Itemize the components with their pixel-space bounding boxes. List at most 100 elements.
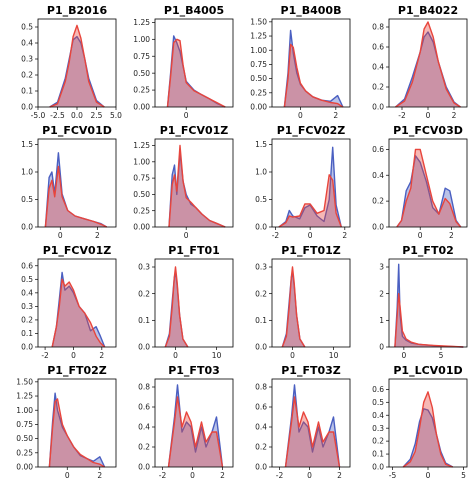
y-tick-label: 0.6 bbox=[372, 43, 384, 52]
density-area-0 bbox=[49, 36, 105, 107]
density-area-0 bbox=[284, 30, 343, 107]
y-tick-label: 0.6 bbox=[372, 145, 384, 154]
axes-frame bbox=[271, 138, 351, 228]
y-tick-label: 0.25 bbox=[250, 88, 267, 97]
y-tick-label: 1.0 bbox=[255, 168, 267, 177]
kde-panel: P1_B4022 -2 0 2 0.0 0.2 0.4 0.6 0.8 bbox=[372, 4, 468, 120]
y-tick-label: 1.00 bbox=[133, 157, 150, 166]
density-line-1 bbox=[49, 24, 105, 108]
kde-panel: P1_LCV01D -5 0 5 0.0 0.1 0.2 0.3 0.4 0.5 0.6 bbox=[372, 364, 468, 480]
y-tick-label: 0.5 bbox=[372, 398, 384, 407]
panel-title: P1_FCV01Z bbox=[160, 124, 229, 137]
axes-frame bbox=[271, 258, 351, 348]
panel-title: P1_B4005 bbox=[164, 4, 224, 17]
x-tick-label: 2.5 bbox=[91, 111, 103, 120]
y-tick-label: 0.2 bbox=[255, 443, 267, 452]
y-tick-label: 0.1 bbox=[372, 450, 384, 459]
panel-title: P1_FCV01D bbox=[42, 124, 112, 137]
y-tick-label: 0.4 bbox=[372, 63, 384, 72]
y-tick-label: 0.00 bbox=[133, 103, 150, 112]
y-tick-label: 1.0 bbox=[21, 168, 33, 177]
density-area-0 bbox=[278, 147, 342, 227]
density-line-0 bbox=[395, 31, 461, 108]
x-tick-label: 0 bbox=[58, 231, 63, 240]
x-tick-label: 5 bbox=[439, 351, 444, 360]
y-tick-label: 0.75 bbox=[133, 174, 150, 183]
density-area-1 bbox=[45, 166, 107, 227]
y-tick-label: 1.25 bbox=[250, 32, 267, 41]
density-line-0 bbox=[49, 35, 105, 108]
y-tick-label: 0.0 bbox=[255, 463, 267, 472]
y-tick-label: 1.25 bbox=[133, 18, 150, 27]
density-area-1 bbox=[52, 279, 105, 347]
y-tick-label: 0.4 bbox=[138, 423, 150, 432]
y-tick-label: 1.5 bbox=[255, 140, 267, 149]
kde-panel: P1_FT02Z 0 2 0.00 0.25 0.50 0.75 1.00 1.25 1.50 bbox=[16, 364, 117, 480]
density-line-0 bbox=[396, 155, 462, 228]
density-area-0 bbox=[285, 385, 340, 467]
x-tick-label: -5.0 bbox=[31, 111, 46, 120]
density-area-1 bbox=[285, 397, 340, 467]
x-tick-label: 2 bbox=[333, 111, 338, 120]
density-area-0 bbox=[282, 272, 305, 347]
y-tick-label: 0.5 bbox=[255, 195, 267, 204]
y-tick-label: 0.8 bbox=[255, 383, 267, 392]
y-tick-label: 0.00 bbox=[16, 463, 33, 472]
y-tick-label: 0.3 bbox=[21, 302, 33, 311]
y-tick-label: 0.0 bbox=[138, 343, 150, 352]
density-area-0 bbox=[165, 272, 188, 347]
axes-frame bbox=[37, 258, 117, 348]
y-tick-label: 0.2 bbox=[138, 289, 150, 298]
y-tick-label: 0.50 bbox=[133, 190, 150, 199]
axes-frame bbox=[154, 378, 234, 468]
panel-title: P1_FCV03D bbox=[393, 124, 463, 137]
density-area-1 bbox=[403, 391, 453, 467]
y-tick-label: 0.0 bbox=[255, 223, 267, 232]
axes-frame bbox=[271, 378, 351, 468]
x-tick-label: 2 bbox=[95, 231, 100, 240]
panel-title: P1_B400B bbox=[281, 4, 342, 17]
panel-title: P1_FT01 bbox=[168, 244, 220, 257]
density-area-1 bbox=[278, 174, 342, 227]
x-tick-label: 0 bbox=[173, 351, 178, 360]
y-tick-label: 0.0 bbox=[138, 463, 150, 472]
y-tick-label: 0.0 bbox=[21, 103, 33, 112]
density-line-0 bbox=[402, 408, 454, 468]
y-tick-label: 0.2 bbox=[21, 316, 33, 325]
y-tick-label: 1.00 bbox=[250, 46, 267, 55]
y-tick-label: 0.5 bbox=[21, 195, 33, 204]
x-tick-label: 0 bbox=[184, 231, 189, 240]
x-tick-label: 0.0 bbox=[71, 111, 83, 120]
axes-frame bbox=[271, 18, 351, 108]
density-line-1 bbox=[395, 21, 461, 108]
y-tick-label: 1.25 bbox=[16, 392, 33, 401]
x-tick-label: -2 bbox=[272, 231, 280, 240]
x-tick-label: 2 bbox=[449, 231, 454, 240]
y-tick-label: 0.1 bbox=[21, 87, 33, 96]
y-tick-label: 0.3 bbox=[255, 263, 267, 272]
density-area-1 bbox=[167, 39, 226, 107]
y-tick-label: 0 bbox=[379, 343, 384, 352]
axes-frame bbox=[154, 258, 234, 348]
y-tick-label: 0.00 bbox=[133, 223, 150, 232]
density-area-1 bbox=[284, 44, 343, 107]
density-area-1 bbox=[49, 398, 105, 467]
x-tick-label: 2 bbox=[97, 471, 102, 478]
y-tick-label: 0.3 bbox=[138, 263, 150, 272]
x-tick-label: 0 bbox=[426, 471, 431, 478]
density-area-0 bbox=[52, 272, 105, 347]
y-tick-label: 0.25 bbox=[133, 86, 150, 95]
y-tick-label: 0.4 bbox=[372, 171, 384, 180]
density-line-1 bbox=[396, 148, 462, 228]
y-tick-label: 0.1 bbox=[255, 316, 267, 325]
density-line-1 bbox=[48, 398, 105, 468]
kde-panel: P1_FCV01Z 0 0.00 0.25 0.50 0.75 1.00 1.25 bbox=[133, 124, 234, 240]
density-area-0 bbox=[45, 152, 107, 227]
y-tick-label: 0.00 bbox=[250, 103, 267, 112]
panel-title: P1_FT03Z bbox=[281, 364, 341, 377]
x-tick-label: 0 bbox=[307, 471, 312, 478]
kde-panel: P1_FT03Z -2 0 2 0.0 0.2 0.4 0.6 0.8 bbox=[255, 364, 351, 480]
y-tick-label: 0.0 bbox=[21, 223, 33, 232]
density-area-1 bbox=[394, 293, 464, 347]
